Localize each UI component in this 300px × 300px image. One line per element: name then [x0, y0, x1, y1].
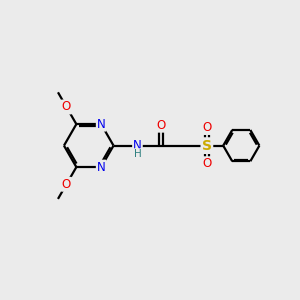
Text: O: O	[202, 121, 212, 134]
Text: N: N	[133, 139, 142, 152]
Text: O: O	[156, 119, 165, 132]
Text: H: H	[134, 149, 142, 159]
Text: S: S	[202, 139, 212, 153]
Text: N: N	[97, 160, 106, 174]
Text: O: O	[62, 100, 71, 113]
Text: N: N	[97, 118, 106, 131]
Text: O: O	[202, 157, 212, 170]
Text: O: O	[62, 178, 71, 191]
